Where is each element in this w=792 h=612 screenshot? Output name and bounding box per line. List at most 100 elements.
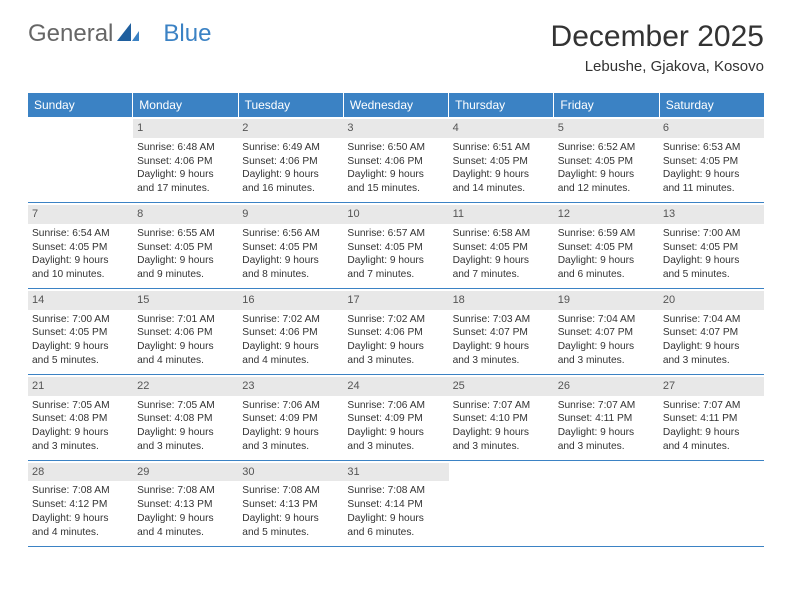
day-sr: Sunrise: 7:08 AM: [242, 484, 339, 498]
day-sr: Sunrise: 7:07 AM: [453, 399, 550, 413]
day-d1: Daylight: 9 hours: [137, 254, 234, 268]
day-cell: 9 Sunrise: 6:56 AMSunset: 4:05 PMDaylight…: [238, 203, 343, 288]
day-number: 12: [554, 205, 659, 224]
day-number: 18: [449, 291, 554, 310]
day-sr: Sunrise: 7:08 AM: [32, 484, 129, 498]
day-cell: 21Sunrise: 7:05 AMSunset: 4:08 PMDayligh…: [28, 375, 133, 460]
day-cell: 25Sunrise: 7:07 AMSunset: 4:10 PMDayligh…: [449, 375, 554, 460]
day-ss: Sunset: 4:05 PM: [558, 241, 655, 255]
logo-text-1: General: [28, 20, 113, 48]
day-ss: Sunset: 4:05 PM: [453, 241, 550, 255]
day-sr: Sunrise: 6:56 AM: [242, 227, 339, 241]
day-d1: Daylight: 9 hours: [137, 168, 234, 182]
day-ss: Sunset: 4:13 PM: [137, 498, 234, 512]
day-d1: Daylight: 9 hours: [558, 340, 655, 354]
day-d1: Daylight: 9 hours: [32, 254, 129, 268]
day-cell: 17Sunrise: 7:02 AMSunset: 4:06 PMDayligh…: [343, 289, 448, 374]
day-d2: and 10 minutes.: [32, 268, 129, 282]
day-number: 29: [133, 463, 238, 482]
day-number: 4: [449, 119, 554, 138]
day-d2: and 3 minutes.: [558, 354, 655, 368]
day-sr: Sunrise: 7:00 AM: [663, 227, 760, 241]
day-d2: and 3 minutes.: [242, 440, 339, 454]
day-sr: Sunrise: 7:05 AM: [137, 399, 234, 413]
day-d2: and 3 minutes.: [32, 440, 129, 454]
day-cell: 31Sunrise: 7:08 AMSunset: 4:14 PMDayligh…: [343, 461, 448, 546]
day-d1: Daylight: 9 hours: [32, 512, 129, 526]
day-d2: and 3 minutes.: [558, 440, 655, 454]
day-d2: and 5 minutes.: [32, 354, 129, 368]
week-row: 1Sunrise: 6:48 AMSunset: 4:06 PMDaylight…: [28, 117, 764, 203]
header: General Blue December 2025 Lebushe, Gjak…: [28, 20, 764, 75]
day-sr: Sunrise: 7:04 AM: [663, 313, 760, 327]
day-number: 21: [28, 377, 133, 396]
day-d1: Daylight: 9 hours: [32, 426, 129, 440]
day-d1: Daylight: 9 hours: [453, 168, 550, 182]
day-d1: Daylight: 9 hours: [453, 340, 550, 354]
day-d2: and 4 minutes.: [242, 354, 339, 368]
day-ss: Sunset: 4:08 PM: [32, 412, 129, 426]
day-ss: Sunset: 4:14 PM: [347, 498, 444, 512]
day-number: 15: [133, 291, 238, 310]
page: General Blue December 2025 Lebushe, Gjak…: [0, 0, 792, 567]
day-sr: Sunrise: 7:00 AM: [32, 313, 129, 327]
day-ss: Sunset: 4:05 PM: [663, 241, 760, 255]
day-sr: Sunrise: 6:51 AM: [453, 141, 550, 155]
day-sr: Sunrise: 7:08 AM: [137, 484, 234, 498]
day-d1: Daylight: 9 hours: [242, 254, 339, 268]
week-row: 7Sunrise: 6:54 AMSunset: 4:05 PMDaylight…: [28, 203, 764, 289]
day-number: 9: [238, 205, 343, 224]
day-d2: and 6 minutes.: [558, 268, 655, 282]
day-sr: Sunrise: 6:59 AM: [558, 227, 655, 241]
day-d1: Daylight: 9 hours: [663, 426, 760, 440]
day-d2: and 7 minutes.: [347, 268, 444, 282]
day-ss: Sunset: 4:05 PM: [137, 241, 234, 255]
logo: General Blue: [28, 20, 211, 48]
day-d2: and 4 minutes.: [137, 526, 234, 540]
title-block: December 2025 Lebushe, Gjakova, Kosovo: [551, 20, 764, 75]
empty-cell: [28, 117, 133, 202]
day-ss: Sunset: 4:06 PM: [242, 326, 339, 340]
day-d2: and 3 minutes.: [453, 440, 550, 454]
day-d1: Daylight: 9 hours: [347, 512, 444, 526]
day-cell: 6Sunrise: 6:53 AMSunset: 4:05 PMDaylight…: [659, 117, 764, 202]
day-d1: Daylight: 9 hours: [558, 426, 655, 440]
day-ss: Sunset: 4:12 PM: [32, 498, 129, 512]
week-row: 28Sunrise: 7:08 AMSunset: 4:12 PMDayligh…: [28, 461, 764, 547]
day-sr: Sunrise: 7:07 AM: [558, 399, 655, 413]
day-d2: and 3 minutes.: [347, 440, 444, 454]
weekday-wednesday: Wednesday: [344, 93, 449, 117]
weekday-saturday: Saturday: [660, 93, 764, 117]
day-ss: Sunset: 4:08 PM: [137, 412, 234, 426]
day-d2: and 6 minutes.: [347, 526, 444, 540]
day-d2: and 11 minutes.: [663, 182, 760, 196]
day-sr: Sunrise: 7:02 AM: [242, 313, 339, 327]
day-ss: Sunset: 4:05 PM: [32, 326, 129, 340]
day-sr: Sunrise: 7:03 AM: [453, 313, 550, 327]
day-number: 3: [343, 119, 448, 138]
day-sr: Sunrise: 6:52 AM: [558, 141, 655, 155]
day-ss: Sunset: 4:11 PM: [558, 412, 655, 426]
day-ss: Sunset: 4:05 PM: [242, 241, 339, 255]
day-d2: and 16 minutes.: [242, 182, 339, 196]
day-d2: and 3 minutes.: [347, 354, 444, 368]
day-d2: and 4 minutes.: [32, 526, 129, 540]
day-ss: Sunset: 4:06 PM: [347, 155, 444, 169]
day-cell: 24Sunrise: 7:06 AMSunset: 4:09 PMDayligh…: [343, 375, 448, 460]
day-cell: 16Sunrise: 7:02 AMSunset: 4:06 PMDayligh…: [238, 289, 343, 374]
day-ss: Sunset: 4:13 PM: [242, 498, 339, 512]
day-d1: Daylight: 9 hours: [347, 168, 444, 182]
day-sr: Sunrise: 6:54 AM: [32, 227, 129, 241]
weekday-thursday: Thursday: [449, 93, 554, 117]
day-d1: Daylight: 9 hours: [558, 168, 655, 182]
day-sr: Sunrise: 6:58 AM: [453, 227, 550, 241]
day-d1: Daylight: 9 hours: [453, 254, 550, 268]
day-cell: 28Sunrise: 7:08 AMSunset: 4:12 PMDayligh…: [28, 461, 133, 546]
day-ss: Sunset: 4:05 PM: [32, 241, 129, 255]
day-number: 25: [449, 377, 554, 396]
day-number: 26: [554, 377, 659, 396]
day-number: 14: [28, 291, 133, 310]
day-cell: 5Sunrise: 6:52 AMSunset: 4:05 PMDaylight…: [554, 117, 659, 202]
day-d1: Daylight: 9 hours: [347, 426, 444, 440]
day-d2: and 9 minutes.: [137, 268, 234, 282]
